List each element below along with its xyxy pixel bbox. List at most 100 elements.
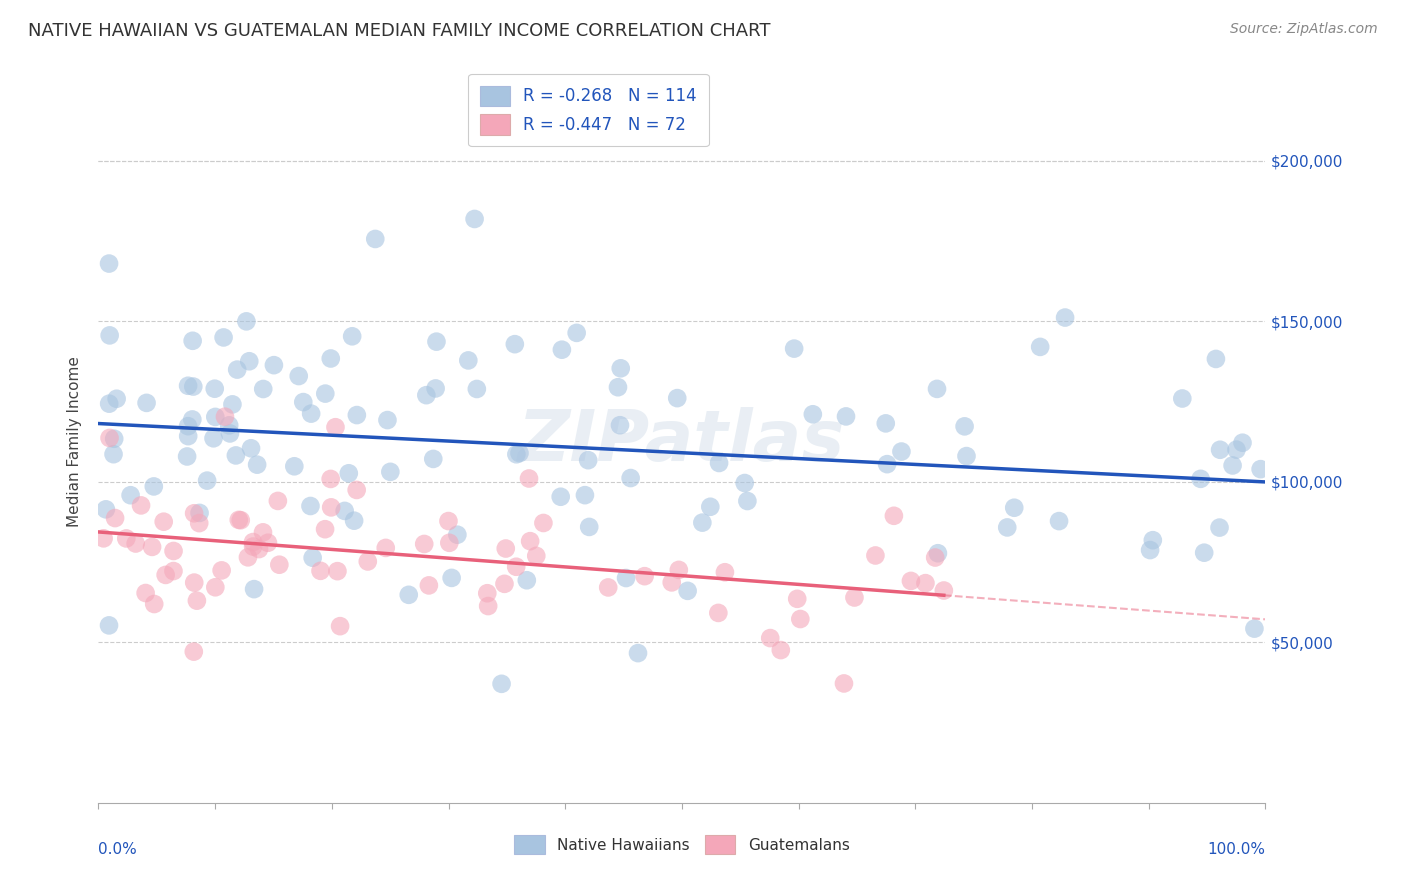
Point	[576, 453, 599, 467]
Point	[1243, 622, 1265, 636]
Point	[219, 426, 242, 441]
Point	[415, 388, 437, 402]
Point	[135, 396, 157, 410]
Point	[524, 549, 547, 563]
Point	[565, 326, 588, 340]
Point	[578, 520, 600, 534]
Point	[314, 386, 336, 401]
Point	[699, 500, 721, 514]
Point	[714, 566, 737, 580]
Point	[321, 500, 343, 515]
Point	[413, 537, 436, 551]
Point	[927, 546, 949, 560]
Point	[247, 542, 270, 557]
Point	[214, 409, 236, 424]
Point	[789, 612, 811, 626]
Text: Source: ZipAtlas.com: Source: ZipAtlas.com	[1230, 22, 1378, 37]
Point	[269, 558, 291, 572]
Point	[195, 474, 218, 488]
Point	[346, 483, 368, 497]
Point	[508, 446, 530, 460]
Point	[422, 451, 444, 466]
Point	[516, 574, 538, 588]
Text: ZIPatlas: ZIPatlas	[519, 407, 845, 476]
Point	[243, 582, 266, 596]
Point	[995, 520, 1018, 534]
Point	[299, 407, 322, 421]
Point	[93, 532, 115, 546]
Point	[326, 564, 349, 578]
Point	[953, 419, 976, 434]
Point	[620, 471, 643, 485]
Point	[155, 568, 177, 582]
Point	[477, 586, 499, 600]
Point	[505, 559, 527, 574]
Point	[1225, 442, 1247, 457]
Point	[343, 514, 366, 528]
Point	[94, 502, 117, 516]
Point	[1192, 546, 1215, 560]
Point	[519, 534, 541, 549]
Point	[364, 232, 387, 246]
Point	[325, 420, 347, 434]
Point	[177, 378, 200, 392]
Point	[141, 540, 163, 554]
Point	[115, 532, 138, 546]
Point	[734, 476, 756, 491]
Point	[98, 618, 121, 632]
Point	[357, 554, 380, 568]
Point	[925, 382, 948, 396]
Point	[1209, 442, 1232, 457]
Point	[333, 504, 356, 518]
Point	[900, 574, 922, 588]
Point	[204, 580, 226, 594]
Point	[876, 457, 898, 471]
Point	[633, 569, 655, 583]
Point	[439, 536, 461, 550]
Point	[446, 527, 468, 541]
Point	[228, 513, 250, 527]
Point	[380, 465, 402, 479]
Point	[1222, 458, 1244, 473]
Point	[186, 593, 208, 607]
Point	[135, 586, 157, 600]
Point	[835, 409, 858, 424]
Point	[98, 397, 121, 411]
Point	[226, 362, 249, 376]
Point	[98, 256, 121, 270]
Point	[1250, 462, 1272, 476]
Point	[1142, 533, 1164, 548]
Point	[609, 418, 631, 433]
Point	[832, 676, 855, 690]
Point	[914, 576, 936, 591]
Point	[844, 591, 866, 605]
Point	[181, 379, 204, 393]
Point	[236, 550, 259, 565]
Point	[1208, 520, 1230, 534]
Point	[204, 409, 226, 424]
Point	[188, 506, 211, 520]
Point	[162, 564, 184, 578]
Point	[769, 643, 792, 657]
Point	[252, 525, 274, 540]
Legend: Native Hawaiians, Guatemalans: Native Hawaiians, Guatemalans	[508, 830, 856, 860]
Text: 100.0%: 100.0%	[1208, 842, 1265, 856]
Point	[181, 412, 204, 426]
Point	[1232, 435, 1254, 450]
Point	[98, 328, 121, 343]
Point	[212, 330, 235, 344]
Point	[377, 413, 399, 427]
Point	[263, 358, 285, 372]
Point	[551, 343, 574, 357]
Point	[176, 450, 198, 464]
Point	[503, 337, 526, 351]
Point	[398, 588, 420, 602]
Point	[440, 571, 463, 585]
Text: 0.0%: 0.0%	[98, 842, 138, 856]
Point	[1054, 310, 1077, 325]
Point	[98, 431, 121, 445]
Point	[221, 397, 243, 411]
Point	[329, 619, 352, 633]
Point	[235, 314, 257, 328]
Point	[457, 353, 479, 368]
